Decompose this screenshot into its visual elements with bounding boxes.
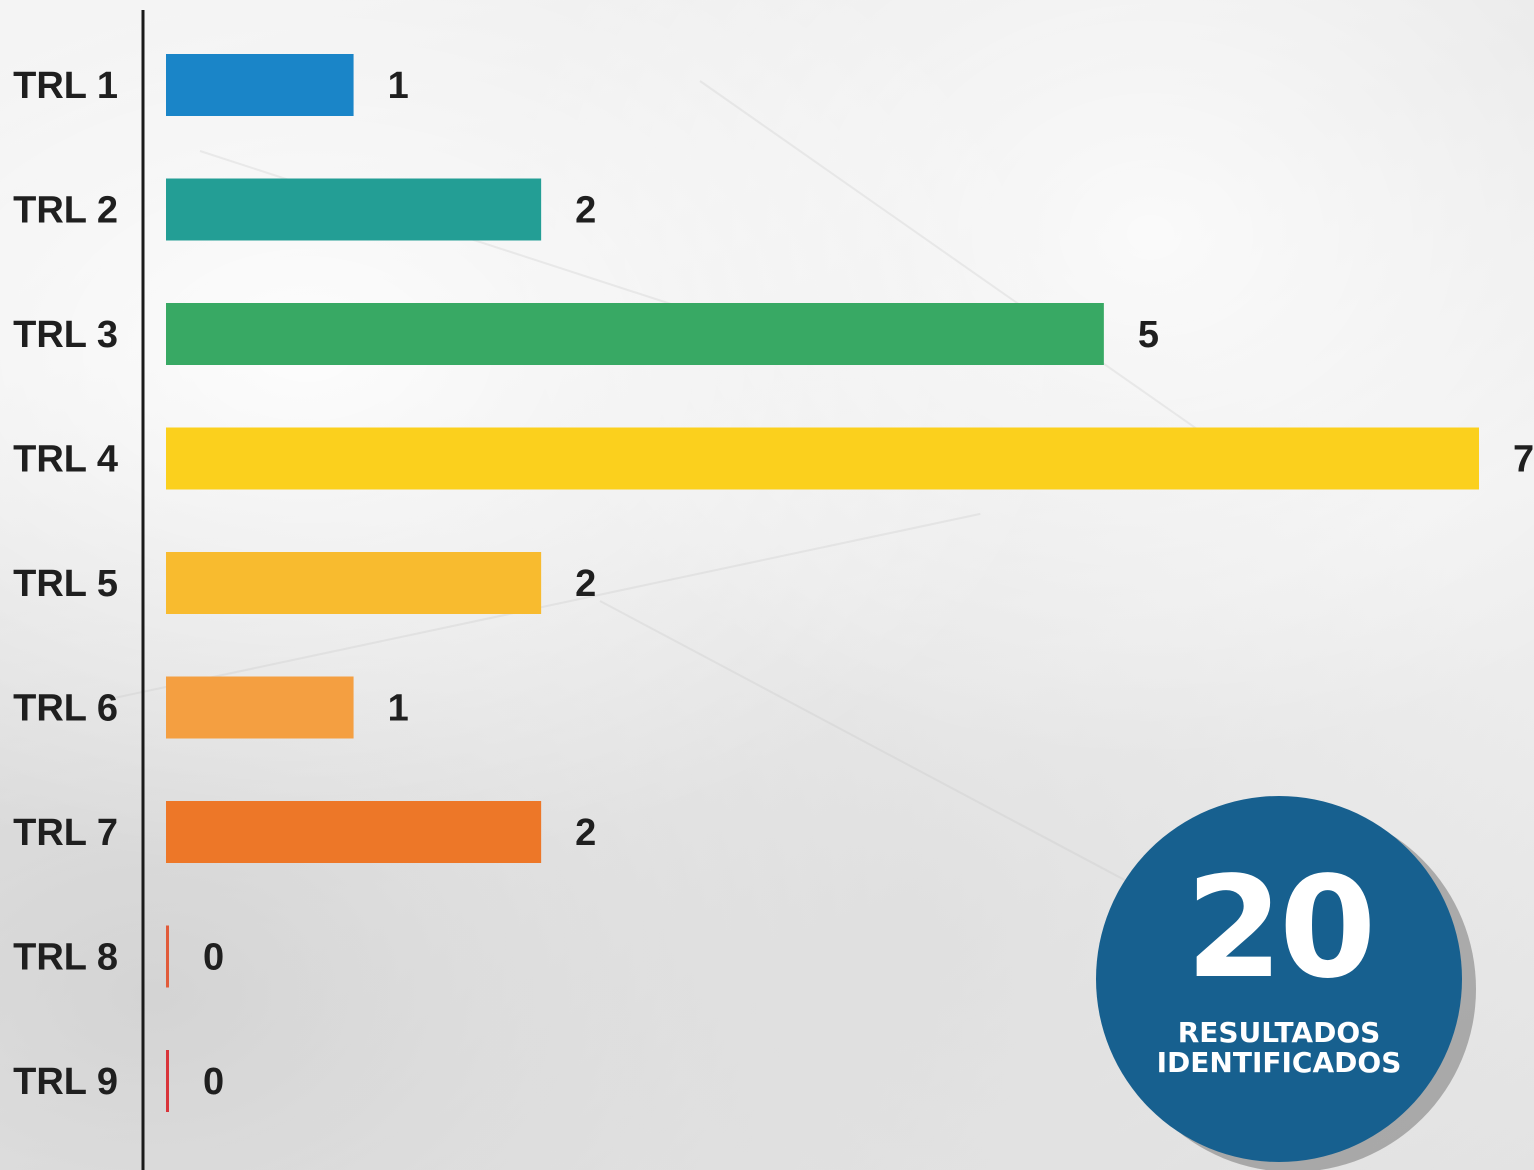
total-results-number: 20 [1185,847,1377,1010]
category-label: TRL 6 [13,688,118,730]
category-label: TRL 9 [13,1061,118,1103]
bar-value-label: 1 [388,65,409,107]
bar [166,178,542,241]
bar-value-label: 0 [203,937,224,979]
category-label: TRL 1 [13,65,118,107]
category-label: TRL 7 [13,812,118,854]
bar [166,427,1479,490]
bar-value-label: 2 [575,190,596,232]
caption-line-1: RESULTADOS [1177,1016,1381,1049]
bar [166,552,542,614]
bar-value-label: 2 [575,563,596,605]
bar-value-label: 5 [1138,314,1159,356]
total-results-caption: RESULTADOS IDENTIFICADOS [1116,1018,1442,1078]
bar [166,676,354,739]
bar-value-label: 1 [388,688,409,730]
category-label: TRL 4 [13,439,118,481]
bar [166,54,354,116]
bar-value-label: 0 [203,1061,224,1103]
category-label: TRL 3 [13,314,118,356]
caption-line-2: IDENTIFICADOS [1156,1046,1402,1079]
bar [166,801,542,863]
category-label: TRL 8 [13,937,118,979]
category-label: TRL 2 [13,190,118,232]
bar-value-label: 2 [575,812,596,854]
bar [166,303,1104,365]
category-label: TRL 5 [13,563,118,605]
bar [166,925,169,988]
bars-layer: TRL 1 1 TRL 2 2 TRL 3 5 TRL 4 7 TRL 5 2 TRL 6 1 TRL … [13,54,1534,1112]
bar [166,1050,169,1112]
bar-value-label: 7 [1513,439,1534,481]
total-results-badge: 20 RESULTADOS IDENTIFICADOS [1096,796,1462,1162]
